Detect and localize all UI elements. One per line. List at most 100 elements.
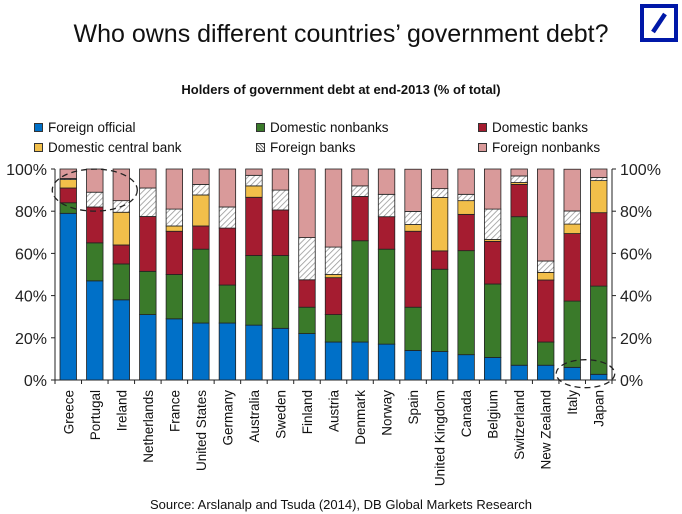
- bar-segment: [483, 208, 502, 240]
- bar-segment: [192, 194, 210, 227]
- bar-segment: [86, 242, 104, 282]
- bar-segment: [218, 168, 237, 208]
- bar-segment: [457, 213, 475, 252]
- legend-label: Domestic central bank: [48, 140, 182, 155]
- legend-label: Domestic nonbanks: [270, 120, 389, 135]
- legend-item: Domestic central bank: [34, 140, 182, 155]
- bar-segment: [298, 306, 316, 334]
- x-tick-label: Italy: [565, 390, 580, 415]
- bar-segment: [537, 260, 555, 273]
- bar-segment: [324, 314, 343, 343]
- legend-label: Domestic banks: [492, 120, 589, 135]
- bar-segment: [298, 237, 316, 281]
- bar-segment: [165, 208, 184, 227]
- bar-segment: [483, 168, 502, 210]
- legend-swatch: [478, 123, 487, 132]
- bar-segment: [86, 206, 104, 244]
- y-tick-label-left: 0%: [24, 373, 47, 390]
- legend-item: Foreign banks: [256, 140, 356, 155]
- y-tick-label-right: 40%: [620, 289, 652, 306]
- bar-segment: [271, 255, 290, 329]
- bar-segment: [351, 185, 369, 197]
- bar-segment: [271, 168, 290, 191]
- bar-segment: [218, 322, 237, 381]
- x-tick-label: Belgium: [486, 390, 501, 439]
- bar-segment: [563, 233, 581, 302]
- bar-segment: [537, 271, 555, 281]
- bar-segment: [298, 333, 316, 381]
- bar-segment: [139, 270, 157, 315]
- bar-segment: [590, 373, 608, 381]
- bar-segment: [324, 341, 343, 381]
- dashed-circle-annotation: [555, 359, 616, 389]
- bar-segment: [510, 168, 528, 177]
- bar-segment: [245, 168, 263, 176]
- y-tick-label-left: 80%: [15, 204, 47, 221]
- bar-segment: [351, 168, 369, 187]
- bar-segment: [563, 168, 581, 212]
- bar-segment: [271, 327, 290, 381]
- bar-segment: [192, 225, 210, 250]
- bar-segment: [377, 216, 396, 250]
- bar-segment: [139, 187, 157, 217]
- y-tick-label-left: 60%: [15, 246, 47, 263]
- y-tick-label-left: 100%: [6, 162, 47, 179]
- y-tick-label-right: 0%: [620, 373, 643, 390]
- x-tick-label: Austria: [327, 390, 342, 433]
- x-tick-label: New Zealand: [539, 390, 554, 470]
- bar-segment: [165, 225, 184, 232]
- bar-segment: [218, 284, 237, 324]
- y-tick-label-left: 40%: [15, 289, 47, 306]
- bar-segment: [86, 191, 104, 208]
- legend-item: Foreign official: [34, 120, 136, 135]
- legend-item: Domestic nonbanks: [256, 120, 389, 135]
- bar-segment: [324, 274, 343, 279]
- bar-segment: [139, 216, 157, 272]
- bar-segment: [112, 299, 130, 381]
- x-tick-label: France: [167, 390, 182, 432]
- bar-segment: [192, 168, 210, 185]
- bar-segment: [192, 184, 210, 196]
- x-tick-label: Spain: [406, 390, 421, 425]
- bar-segment: [510, 364, 528, 381]
- bar-segment: [510, 184, 528, 218]
- bar-segment: [563, 223, 581, 234]
- bar-segment: [404, 211, 422, 225]
- x-tick-label: Portugal: [88, 390, 103, 440]
- bar-segment: [351, 240, 369, 343]
- bar-segment: [430, 168, 449, 190]
- x-tick-label: Australia: [247, 390, 262, 443]
- x-tick-label: United States: [194, 390, 209, 471]
- bar-segment: [245, 255, 263, 326]
- bar-segment: [457, 200, 475, 215]
- bar-segment: [457, 193, 475, 202]
- source-note: Source: Arslanalp and Tsuda (2014), DB G…: [149, 497, 532, 512]
- bar-segment: [563, 210, 581, 225]
- bar-segment: [457, 354, 475, 381]
- y-tick-label-right: 20%: [620, 331, 652, 348]
- bar-segment: [563, 300, 581, 368]
- legend-swatch: [34, 143, 43, 152]
- x-tick-label: Switzerland: [512, 390, 527, 460]
- y-tick-label-left: 20%: [15, 331, 47, 348]
- bar-segment: [298, 279, 316, 308]
- bar-segment: [271, 189, 290, 211]
- legend-label: Foreign official: [48, 120, 136, 135]
- bar-segment: [165, 168, 184, 210]
- legend-swatch: [256, 123, 265, 132]
- x-tick-label: Netherlands: [141, 390, 156, 463]
- bar-segment: [324, 168, 343, 248]
- bar-segment: [59, 179, 77, 189]
- x-tick-label: Canada: [459, 390, 474, 438]
- bar-segment: [430, 250, 449, 270]
- bar-segment: [377, 343, 396, 381]
- bar-segment: [245, 324, 263, 381]
- bar-segment: [377, 248, 396, 345]
- deutsche-bank-logo-icon: [640, 4, 678, 42]
- bar-segment: [537, 364, 555, 381]
- bar-segment: [165, 230, 184, 275]
- legend-item: Foreign nonbanks: [478, 140, 600, 155]
- bar-segment: [590, 285, 608, 375]
- bar-segment: [430, 197, 449, 252]
- x-tick-label: Finland: [300, 390, 315, 434]
